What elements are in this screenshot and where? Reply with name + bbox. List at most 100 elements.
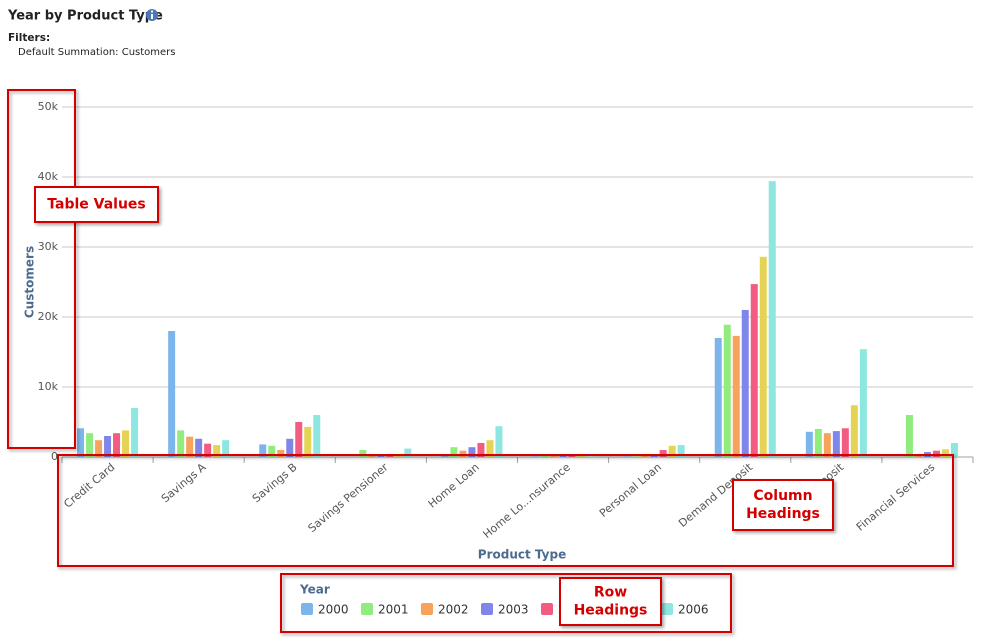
x-tick-label: Savings A [159, 460, 209, 505]
x-axis-title: Product Type [478, 548, 566, 562]
annotation-text: Headings [574, 603, 648, 619]
bar [131, 408, 139, 457]
annotation-text: Table Values [47, 197, 146, 213]
bar [477, 443, 485, 457]
filters-label: Filters: [8, 32, 50, 44]
bar [632, 456, 640, 457]
y-tick-label: 30k [38, 240, 59, 253]
legend-swatch [301, 603, 313, 615]
bar [168, 331, 176, 457]
bar [386, 455, 394, 457]
bar [905, 415, 913, 457]
bar [450, 447, 458, 457]
x-tick-label: Personal Loan [597, 461, 664, 520]
annotation-outline [7, 89, 76, 449]
bar [286, 438, 294, 457]
bar [77, 428, 85, 457]
y-tick-label: 40k [38, 170, 59, 183]
bar [714, 338, 722, 457]
y-axis-title: Customers [23, 246, 37, 318]
legend-label: 2003 [498, 603, 529, 617]
bar [122, 430, 130, 457]
y-tick-label: 20k [38, 310, 59, 323]
bar [95, 440, 103, 457]
bar [741, 310, 749, 457]
annotation-box [559, 577, 662, 626]
bar [213, 445, 221, 457]
annotation-text: Row [594, 585, 627, 601]
bar [295, 422, 303, 457]
bar [941, 449, 949, 457]
info-icon[interactable] [146, 9, 158, 21]
bar [259, 444, 267, 457]
bar [277, 450, 285, 457]
annotation-box [34, 186, 159, 223]
y-tick-label: 10k [38, 380, 59, 393]
bar [677, 445, 685, 457]
legend-swatch [421, 603, 433, 615]
x-tick-label: Home Loan [426, 461, 482, 511]
x-tick-label: Savings Pensioner [306, 460, 392, 535]
bar [814, 429, 822, 457]
legend-swatch [541, 603, 553, 615]
bar [841, 428, 849, 457]
bar [541, 455, 549, 457]
legend-swatch [361, 603, 373, 615]
bar [186, 436, 194, 457]
bar [659, 450, 667, 457]
bar [222, 440, 230, 457]
legend-label: 2000 [318, 603, 349, 617]
bar [850, 405, 858, 457]
bar [577, 455, 585, 457]
y-tick-label: 0 [51, 450, 58, 463]
annotation-text: Headings [746, 506, 820, 522]
bar [404, 448, 412, 457]
bar [304, 426, 312, 457]
legend-swatch [661, 603, 673, 615]
annotation-outline [280, 573, 732, 633]
bar [495, 426, 503, 457]
bar [177, 430, 185, 457]
page-title: Year by Product Type [7, 9, 163, 24]
y-tick-label: 50k [38, 100, 59, 113]
bar [313, 415, 321, 457]
bar [468, 447, 476, 457]
bar [950, 443, 958, 457]
bar [759, 256, 767, 457]
bar [459, 450, 467, 457]
bar [86, 433, 94, 457]
bar [832, 431, 840, 457]
annotation-outline [57, 454, 954, 567]
x-tick-label: Savings B [250, 461, 300, 506]
bar [768, 181, 776, 457]
bar [359, 450, 367, 457]
bar [859, 349, 867, 457]
bar [586, 456, 594, 457]
bar [641, 455, 649, 457]
legend-swatch [481, 603, 493, 615]
legend-label: 2006 [678, 603, 709, 617]
bar [113, 433, 121, 457]
bar [550, 455, 558, 457]
filter-text: Default Summation: Customers [18, 47, 176, 58]
bar [750, 284, 758, 457]
x-tick-label: Credit Card [61, 461, 117, 511]
bar [204, 443, 212, 457]
bar [732, 335, 740, 457]
bar [932, 450, 940, 457]
bar [723, 324, 731, 457]
bar [668, 445, 676, 457]
bar [823, 433, 831, 457]
annotation-box [732, 479, 834, 531]
bar [486, 440, 494, 457]
bar [268, 445, 276, 457]
legend-title: Year [299, 583, 330, 597]
bar [195, 438, 203, 457]
bar [104, 436, 112, 457]
x-tick-label: Financial Services [854, 460, 938, 533]
legend-label: 2002 [438, 603, 469, 617]
bar [532, 456, 540, 457]
x-tick-label: Home Lo...nsurance [481, 460, 574, 541]
annotation-text: Column [753, 488, 812, 504]
